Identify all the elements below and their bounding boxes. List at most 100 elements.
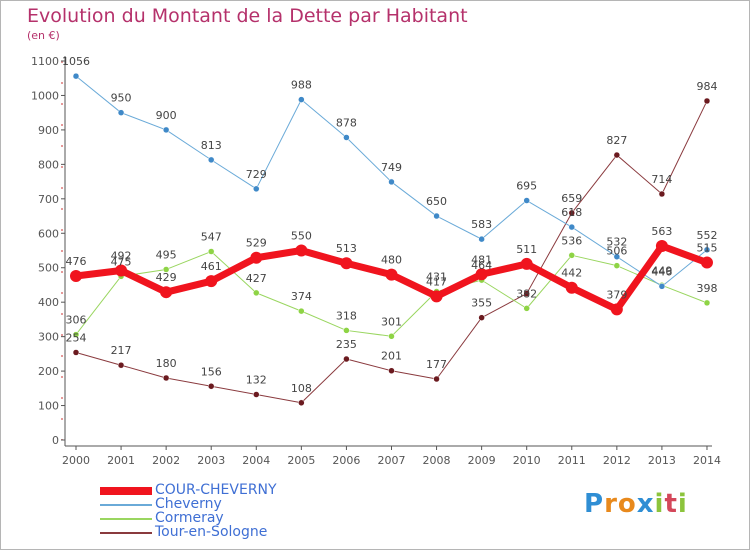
data-point-tour-en-sologne — [298, 399, 305, 407]
logo-letter: i — [654, 489, 665, 519]
data-label-cormeray: 374 — [291, 290, 312, 303]
data-label-cheverny: 532 — [606, 236, 627, 249]
x-tick-label: 2014 — [693, 454, 721, 467]
data-label-cheverny: 749 — [381, 161, 402, 174]
data-point-cormeray — [162, 266, 170, 273]
data-label-cheverny: 1056 — [62, 55, 90, 68]
data-label-cormeray: 475 — [111, 255, 132, 268]
data-label-cormeray: 382 — [516, 287, 537, 300]
data-point-cheverny — [568, 223, 576, 231]
data-label-cormeray: 431 — [426, 271, 447, 284]
data-point-tour-en-sologne — [117, 361, 125, 369]
data-point-cour-cheverny — [700, 256, 713, 269]
y-tick-label: 400 — [38, 296, 59, 309]
y-tick-label: 600 — [38, 227, 59, 240]
x-tick-label: 2011 — [558, 454, 586, 467]
data-label-cormeray: 536 — [561, 234, 582, 247]
data-label-cour-cheverny: 476 — [66, 255, 87, 268]
data-point-tour-en-sologne — [162, 374, 170, 382]
legend-item-cour-cheverny: COUR-CHEVERNY — [100, 482, 360, 498]
data-label-cheverny: 878 — [336, 116, 357, 129]
data-label-cour-cheverny: 429 — [156, 271, 177, 284]
data-point-cour-cheverny — [520, 257, 533, 270]
data-point-tour-en-sologne — [207, 383, 215, 390]
data-label-tour-en-sologne: 254 — [66, 331, 87, 344]
data-label-cour-cheverny: 515 — [696, 242, 717, 255]
x-tick-label: 2007 — [377, 454, 405, 467]
logo-letter: x — [636, 489, 655, 519]
data-label-cormeray: 495 — [156, 248, 177, 261]
data-point-cour-cheverny — [205, 275, 218, 288]
y-tick-label: 1100 — [31, 55, 59, 68]
data-point-tour-en-sologne — [343, 355, 350, 363]
data-point-tour-en-sologne — [433, 375, 440, 383]
data-point-cheverny — [253, 185, 260, 193]
data-point-cour-cheverny — [115, 264, 128, 277]
data-label-cour-cheverny: 550 — [291, 230, 312, 243]
data-point-cormeray — [568, 252, 576, 259]
data-point-cheverny — [388, 178, 395, 186]
legend-label: Tour-en-Sologne — [155, 524, 268, 540]
data-label-tour-en-sologne: 217 — [111, 344, 132, 357]
data-point-cormeray — [523, 305, 530, 312]
x-tick-label: 2008 — [423, 454, 451, 467]
data-label-cormeray: 427 — [246, 272, 267, 285]
data-label-tour-en-sologne: 827 — [606, 134, 627, 147]
data-label-tour-en-sologne: 177 — [426, 358, 447, 371]
data-point-tour-en-sologne — [253, 391, 260, 398]
data-label-cour-cheverny: 481 — [471, 253, 492, 266]
legend-item-cormeray: Cormeray — [100, 510, 360, 526]
logo-letter: r — [604, 489, 618, 519]
data-point-cheverny — [613, 253, 621, 260]
data-point-cheverny — [72, 72, 80, 80]
data-label-tour-en-sologne: 180 — [156, 357, 177, 370]
y-tick-label: 0 — [52, 434, 59, 447]
x-tick-label: 2013 — [648, 454, 676, 467]
data-label-cour-cheverny: 442 — [561, 267, 582, 280]
data-label-cour-cheverny: 492 — [111, 249, 132, 262]
data-label-cheverny: 695 — [516, 180, 537, 193]
data-label-cheverny: 813 — [201, 139, 222, 152]
data-label-cour-cheverny: 513 — [336, 242, 357, 255]
data-point-tour-en-sologne — [72, 349, 80, 356]
y-tick-label: 200 — [38, 365, 59, 378]
line-chart: 0 100 200 300 400 500 600 700 800 900 1000 1100 2000… — [31, 55, 721, 467]
data-point-cheverny — [207, 156, 215, 164]
data-label-cour-cheverny: 379 — [606, 288, 627, 301]
y-tick-label: 800 — [38, 158, 59, 171]
data-point-tour-en-sologne — [388, 367, 395, 374]
data-point-cormeray — [388, 333, 395, 340]
data-label-cour-cheverny: 480 — [381, 254, 402, 267]
data-label-cheverny: 988 — [291, 79, 312, 92]
data-point-cour-cheverny — [340, 257, 353, 270]
data-label-tour-en-sologne: 714 — [651, 173, 672, 186]
x-tick-label: 2005 — [287, 454, 315, 467]
data-label-cheverny: 650 — [426, 195, 447, 208]
data-point-cormeray — [253, 289, 260, 297]
data-label-tour-en-sologne: 355 — [471, 297, 492, 310]
data-point-tour-en-sologne — [658, 190, 666, 198]
data-point-tour-en-sologne — [613, 151, 621, 159]
data-label-cheverny: 446 — [651, 265, 672, 278]
data-label-cheverny: 729 — [246, 168, 267, 181]
data-point-cour-cheverny — [610, 303, 623, 316]
data-point-cheverny — [343, 134, 350, 141]
data-point-cheverny — [478, 235, 485, 243]
data-point-cour-cheverny — [430, 290, 443, 303]
data-point-cheverny — [703, 246, 711, 254]
data-label-cour-cheverny: 461 — [201, 260, 222, 273]
proxiti-logo: Proxiti — [584, 489, 688, 519]
x-tick-label: 2002 — [152, 454, 180, 467]
data-point-cormeray — [207, 248, 215, 255]
x-tick-label: 2004 — [242, 454, 270, 467]
data-point-cour-cheverny — [160, 286, 173, 299]
legend-swatch — [100, 487, 152, 495]
data-label-cormeray: 449 — [651, 264, 672, 277]
data-point-cheverny — [117, 109, 125, 116]
data-label-cormeray: 301 — [381, 315, 402, 328]
data-point-tour-en-sologne — [478, 314, 485, 321]
data-label-cheverny: 583 — [471, 218, 492, 231]
legend-swatch — [100, 532, 152, 534]
legend: COUR-CHEVERNY Cheverny Cormeray Tour-en-Sol… — [100, 482, 360, 540]
y-tick-label: 1000 — [31, 89, 59, 102]
